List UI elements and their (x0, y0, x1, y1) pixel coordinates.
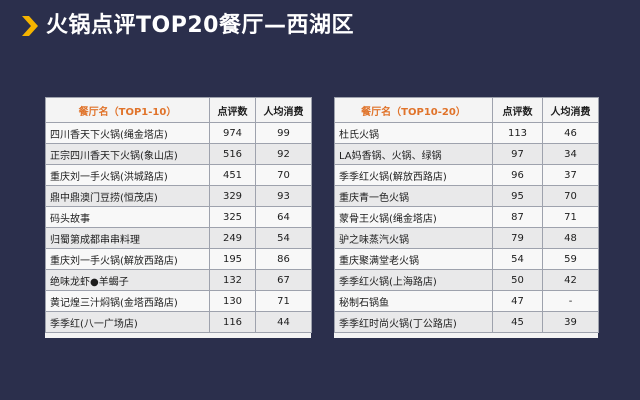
avg-price-cell: 64 (255, 206, 312, 228)
restaurant-name-cell: 季季红火锅(上海路店) (334, 269, 493, 291)
table-row: 重庆青一色火锅 95 70 (334, 185, 599, 207)
restaurant-name-cell: 重庆刘一手火锅(解放西路店) (45, 248, 210, 270)
page-header: 火锅点评TOP20餐厅—西湖区 (22, 11, 354, 41)
review-count-cell: 116 (209, 311, 256, 333)
review-count-cell: 97 (492, 143, 543, 165)
avg-price-cell: 42 (542, 269, 599, 291)
review-count-cell: 54 (492, 248, 543, 270)
review-count-cell: 95 (492, 185, 543, 207)
table-row: 绝味龙虾●羊蝎子 132 67 (45, 269, 312, 291)
review-count-cell: 45 (492, 311, 543, 333)
table-row: 秘制石锅鱼 47- (334, 290, 599, 312)
table-row: 杜氏火锅 113 46 (334, 122, 599, 144)
review-count-cell: 47 (492, 290, 543, 312)
avg-price-cell: 59 (542, 248, 599, 270)
review-count-cell: 130 (209, 290, 256, 312)
avg-price-cell: 39 (542, 311, 599, 333)
review-count-cell: 516 (209, 143, 256, 165)
review-count-cell: 79 (492, 227, 543, 249)
table-row: 归蜀第成都串串料理 249 54 (45, 227, 312, 249)
top1-10-table-body: 四川香天下火锅(绳金塔店) 974 99 正宗四川香天下火锅(象山店) 516 92 重庆刘… (45, 122, 312, 333)
column-header-review-count: 点评数 (209, 97, 256, 123)
restaurant-name-cell: 重庆刘一手火锅(洪城路店) (45, 164, 210, 186)
table-row: 驴之味蒸汽火锅 79 48 (334, 227, 599, 249)
column-header-name: 餐厅名（TOP10-20） (334, 97, 493, 123)
restaurant-name-cell: 季季红时尚火锅(丁公路店) (334, 311, 493, 333)
restaurant-name-cell: 杜氏火锅 (334, 122, 493, 144)
column-header-name: 餐厅名（TOP1-10） (45, 97, 210, 123)
table-row: 重庆聚满堂老火锅 54 59 (334, 248, 599, 270)
avg-price-cell: 44 (255, 311, 312, 333)
restaurant-name-cell: 四川香天下火锅(绳金塔店) (45, 122, 210, 144)
review-count-cell: 195 (209, 248, 256, 270)
restaurant-name-cell: 正宗四川香天下火锅(象山店) (45, 143, 210, 165)
avg-price-cell: 92 (255, 143, 312, 165)
review-count-cell: 50 (492, 269, 543, 291)
avg-price-cell: 71 (542, 206, 599, 228)
table-row: 重庆刘一手火锅(解放西路店) 195 86 (45, 248, 312, 270)
avg-price-cell: - (542, 290, 599, 312)
table-row: 码头故事 325 64 (45, 206, 312, 228)
review-count-cell: 974 (209, 122, 256, 144)
restaurant-name-cell: 绝味龙虾●羊蝎子 (45, 269, 210, 291)
page-title: 火锅点评TOP20餐厅—西湖区 (46, 13, 354, 38)
review-count-cell: 113 (492, 122, 543, 144)
restaurant-name-cell: 秘制石锅鱼 (334, 290, 493, 312)
restaurant-name-cell: 归蜀第成都串串料理 (45, 227, 210, 249)
top1-10-table: 餐厅名（TOP1-10） 点评数 人均消费 四川香天下火锅(绳金塔店) 974 99… (45, 97, 312, 333)
avg-price-cell: 37 (542, 164, 599, 186)
restaurant-name-cell: 重庆青一色火锅 (334, 185, 493, 207)
top10-20-table: 餐厅名（TOP10-20） 点评数 人均消费 杜氏火锅 113 46 LA妈香锅、火锅… (334, 97, 599, 333)
table-row: LA妈香锅、火锅、绿锅 97 34 (334, 143, 599, 165)
restaurant-name-cell: 蒙骨王火锅(绳金塔店) (334, 206, 493, 228)
restaurant-name-cell: LA妈香锅、火锅、绿锅 (334, 143, 493, 165)
table-row: 季季红(八一广场店) 116 44 (45, 311, 312, 333)
table-row: 正宗四川香天下火锅(象山店) 516 92 (45, 143, 312, 165)
restaurant-name-cell: 黄记煌三汁焖锅(金塔西路店) (45, 290, 210, 312)
column-header-avg-price: 人均消费 (542, 97, 599, 123)
avg-price-cell: 67 (255, 269, 312, 291)
table-row: 季季红时尚火锅(丁公路店) 45 39 (334, 311, 599, 333)
review-count-cell: 325 (209, 206, 256, 228)
column-header-avg-price: 人均消费 (255, 97, 312, 123)
table-row: 黄记煌三汁焖锅(金塔西路店) 130 71 (45, 290, 312, 312)
restaurant-name-cell: 季季红(八一广场店) (45, 311, 210, 333)
table-row: 四川香天下火锅(绳金塔店) 974 99 (45, 122, 312, 144)
avg-price-cell: 54 (255, 227, 312, 249)
review-count-cell: 132 (209, 269, 256, 291)
avg-price-cell: 86 (255, 248, 312, 270)
avg-price-cell: 99 (255, 122, 312, 144)
table-row: 季季红火锅(上海路店) 50 42 (334, 269, 599, 291)
column-header-review-count: 点评数 (492, 97, 543, 123)
table-row: 鼎中鼎澳门豆捞(恒茂店) 329 93 (45, 185, 312, 207)
restaurant-name-cell: 驴之味蒸汽火锅 (334, 227, 493, 249)
review-count-cell: 451 (209, 164, 256, 186)
review-count-cell: 87 (492, 206, 543, 228)
review-count-cell: 96 (492, 164, 543, 186)
review-count-cell: 329 (209, 185, 256, 207)
top10-20-table-body: 杜氏火锅 113 46 LA妈香锅、火锅、绿锅 97 34 季季红火锅(解放西路店) 96 37… (334, 122, 599, 333)
review-count-cell: 249 (209, 227, 256, 249)
restaurant-name-cell: 鼎中鼎澳门豆捞(恒茂店) (45, 185, 210, 207)
restaurant-name-cell: 重庆聚满堂老火锅 (334, 248, 493, 270)
top1-10-table-panel: 餐厅名（TOP1-10） 点评数 人均消费 四川香天下火锅(绳金塔店) 974 99… (45, 97, 312, 338)
table-row: 重庆刘一手火锅(洪城路店) 451 70 (45, 164, 312, 186)
table-header-row: 餐厅名（TOP10-20） 点评数 人均消费 (334, 97, 599, 123)
table-row: 季季红火锅(解放西路店) 96 37 (334, 164, 599, 186)
avg-price-cell: 34 (542, 143, 599, 165)
avg-price-cell: 71 (255, 290, 312, 312)
chevron-right-icon (22, 16, 38, 36)
avg-price-cell: 46 (542, 122, 599, 144)
avg-price-cell: 70 (255, 164, 312, 186)
avg-price-cell: 48 (542, 227, 599, 249)
avg-price-cell: 70 (542, 185, 599, 207)
table-header-row: 餐厅名（TOP1-10） 点评数 人均消费 (45, 97, 312, 123)
top10-20-table-panel: 餐厅名（TOP10-20） 点评数 人均消费 杜氏火锅 113 46 LA妈香锅、火锅… (334, 97, 599, 338)
restaurant-name-cell: 码头故事 (45, 206, 210, 228)
table-row: 蒙骨王火锅(绳金塔店) 87 71 (334, 206, 599, 228)
avg-price-cell: 93 (255, 185, 312, 207)
restaurant-name-cell: 季季红火锅(解放西路店) (334, 164, 493, 186)
